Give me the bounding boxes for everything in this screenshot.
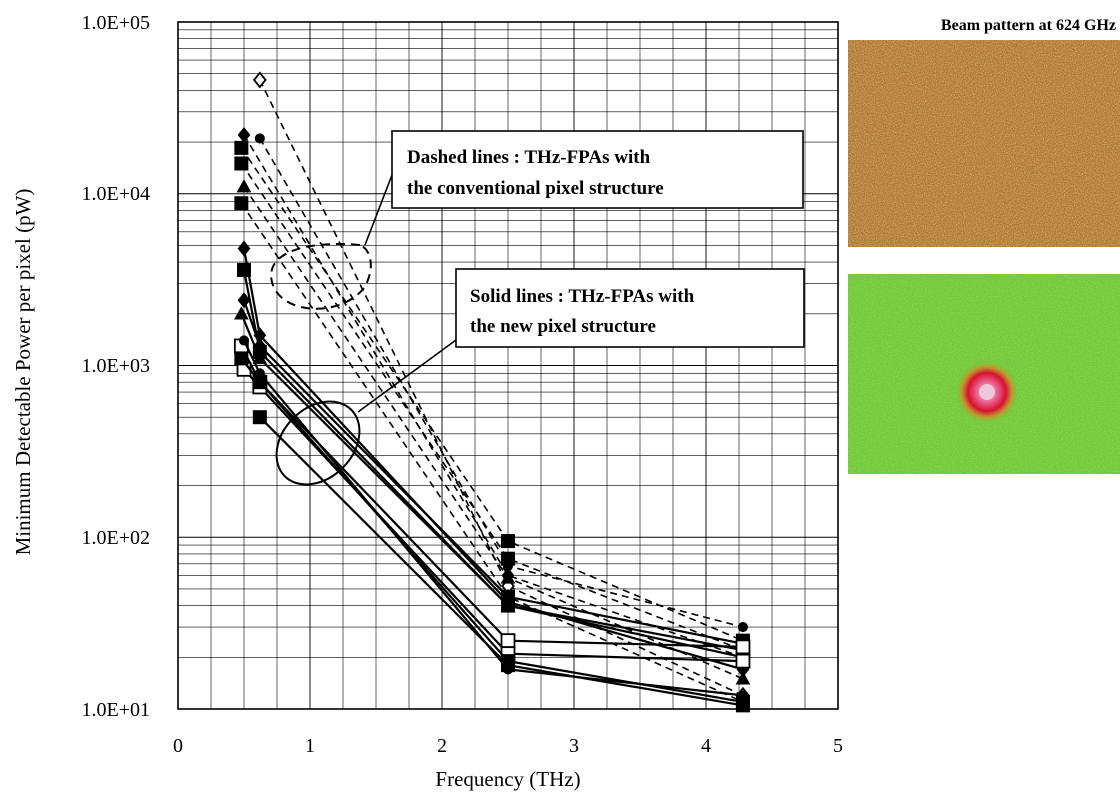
series-line-solid (243, 339, 744, 697)
beam-pattern-panel: Beam pattern at 624 GHz (848, 17, 1120, 474)
series-line-dashed (240, 202, 744, 703)
x-tick-label: 1 (305, 735, 315, 757)
data-point-square (234, 351, 249, 366)
x-tick-label: 3 (569, 735, 579, 757)
data-point-square (501, 534, 515, 549)
series-line-dashed (240, 163, 744, 651)
data-point-circle (737, 622, 749, 633)
y-tick-label: 1.0E+04 (82, 183, 151, 205)
y-tick-label: 1.0E+05 (82, 12, 151, 34)
data-point-square (735, 653, 751, 669)
data-point-triangle (252, 350, 268, 365)
callout-box (455, 268, 805, 348)
x-axis-title: Frequency (THz) (435, 767, 580, 791)
data-point-diamond (237, 292, 251, 309)
plot-axes (177, 21, 839, 710)
series-line-solid (242, 299, 744, 645)
callout-text-line: Dashed lines : THz-FPAs with (407, 147, 651, 168)
data-point-circle (238, 335, 250, 346)
callout-solid-lines: Solid lines : THz-FPAs with the new pixe… (275, 268, 805, 486)
data-point-square (252, 410, 267, 425)
data-point-square (234, 140, 249, 155)
data-point-circle (254, 368, 265, 379)
callout-ellipse-solid (275, 400, 361, 486)
series-line-solid (240, 313, 744, 659)
tick-labels: 1.0E+01 1.0E+02 1.0E+03 1.0E+04 1.0E+05 … (82, 12, 844, 757)
callout-dashed-lines: Dashed lines : THz-FPAs with the convent… (270, 130, 804, 310)
data-point-square (237, 262, 251, 277)
data-point-diamond (252, 71, 267, 89)
data-point-diamond (237, 240, 251, 257)
data-point-circle (502, 664, 514, 675)
callout-text-line: the new pixel structure (470, 316, 656, 337)
data-point-square (735, 698, 750, 713)
callout-ellipse-dashed (270, 243, 372, 310)
data-point-square (234, 196, 249, 211)
data-point-square (234, 156, 249, 171)
plot-frame (177, 21, 839, 710)
y-tick-label: 1.0E+03 (82, 355, 151, 377)
callout-text-line: the conventional pixel structure (407, 178, 664, 199)
data-point-triangle (236, 179, 252, 193)
data-point-triangle (735, 671, 751, 685)
series-line-solid (242, 269, 744, 652)
data-point-triangle (234, 306, 249, 320)
data-point-square (500, 633, 516, 649)
beam-pattern-title: Beam pattern at 624 GHz (941, 17, 1116, 34)
series-line-solid (242, 248, 744, 671)
data-point-circle (254, 133, 265, 144)
beam-spot (979, 384, 995, 400)
series-line-solid (240, 345, 744, 648)
callout-text-line: Solid lines : THz-FPAs with (470, 286, 695, 307)
data-point-square (501, 551, 515, 566)
series-layer (233, 71, 751, 713)
callout-pointer (364, 174, 393, 246)
series-line-dashed (240, 147, 744, 642)
data-point-triangle (500, 570, 516, 584)
y-tick-label: 1.0E+02 (82, 527, 151, 549)
x-tick-label: 4 (701, 735, 711, 757)
y-tick-label: 1.0E+01 (82, 699, 151, 721)
series-line-dashed (243, 134, 744, 659)
data-point-triangle (500, 598, 516, 612)
data-point-square (735, 639, 751, 655)
data-point-circle (737, 690, 749, 701)
callout-pointer (357, 339, 457, 413)
x-tick-label: 5 (833, 735, 843, 757)
data-point-diamond (237, 126, 251, 143)
x-tick-label: 0 (173, 735, 183, 757)
beam-noise-overlay (848, 40, 1120, 247)
x-tick-label: 2 (437, 735, 447, 757)
y-axis-title: Minimum Detectable Power per pixel (pW) (11, 189, 35, 556)
callout-box (391, 130, 804, 209)
